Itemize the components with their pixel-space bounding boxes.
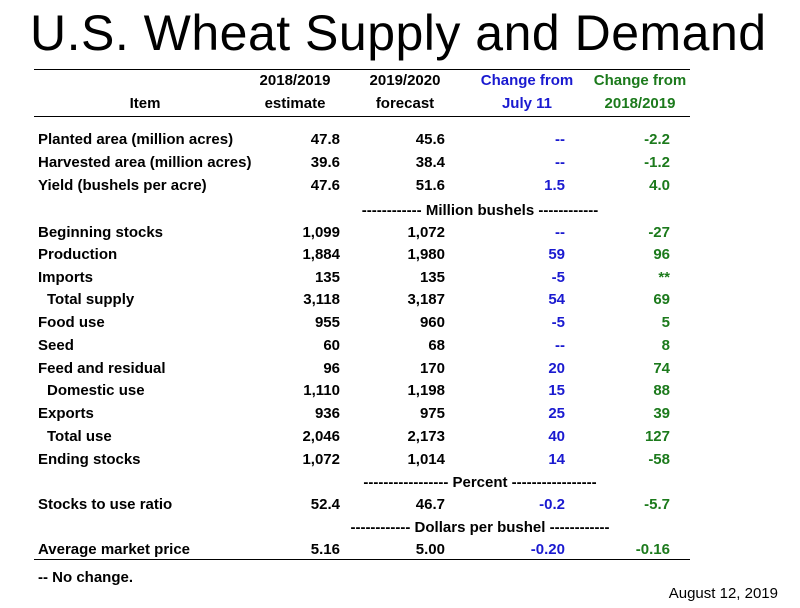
cell-2019-2020: 5.00 <box>415 541 445 558</box>
row-label: Total supply <box>47 291 135 308</box>
row-label: Food use <box>38 314 105 331</box>
cell-change-july: -0.20 <box>530 541 565 558</box>
cell-change-2018: -58 <box>648 451 670 468</box>
cell-2018-2019: 1,884 <box>302 246 340 263</box>
unit-percent: ----------------- Percent --------------… <box>363 474 597 491</box>
cell-2018-2019: 2,046 <box>302 428 340 445</box>
row-label: Feed and residual <box>38 360 166 377</box>
row-label: Imports <box>38 269 94 286</box>
cell-2019-2020: 135 <box>419 269 445 286</box>
cell-change-2018: 96 <box>653 246 670 263</box>
cell-2018-2019: 1,110 <box>303 382 340 399</box>
unit-dollars: ------------ Dollars per bushel --------… <box>350 519 610 536</box>
header-top-rule <box>34 69 690 70</box>
cell-2019-2020: 46.7 <box>415 496 445 513</box>
cell-change-2018: 39 <box>653 405 670 422</box>
row-label: Exports <box>38 405 94 422</box>
date-label: August 12, 2019 <box>668 585 778 602</box>
row-label: Average market price <box>38 541 191 558</box>
table-bottom-rule <box>34 559 690 560</box>
cell-change-july: 1.5 <box>544 177 565 194</box>
cell-2019-2020: 1,198 <box>407 382 445 399</box>
cell-change-july: -- <box>555 131 565 148</box>
cell-change-2018: 88 <box>653 382 670 399</box>
cell-change-july: 20 <box>548 360 565 377</box>
row-label: Domestic use <box>47 382 145 399</box>
cell-2019-2020: 1,072 <box>407 224 445 241</box>
cell-2018-2019: 60 <box>323 337 340 354</box>
col4-header-bottom: 2018/2019 <box>604 95 676 112</box>
cell-change-july: -0.2 <box>539 496 565 513</box>
cell-change-july: -- <box>555 224 565 241</box>
cell-change-2018: -2.2 <box>644 131 670 148</box>
col4-header-top: Change from <box>593 72 687 89</box>
col2-header-bottom: forecast <box>375 95 435 112</box>
cell-2018-2019: 39.6 <box>310 154 340 171</box>
cell-2019-2020: 1,980 <box>407 246 445 263</box>
cell-2019-2020: 68 <box>428 337 445 354</box>
cell-2019-2020: 51.6 <box>415 177 445 194</box>
cell-change-2018: -0.16 <box>635 541 670 558</box>
page-title: U.S. Wheat Supply and Demand <box>30 5 767 61</box>
cell-change-2018: -1.2 <box>644 154 670 171</box>
row-label: Ending stocks <box>38 451 141 468</box>
col2-header-top: 2019/2020 <box>369 72 441 89</box>
cell-change-july: -5 <box>551 269 565 286</box>
cell-2018-2019: 135 <box>314 269 340 286</box>
row-label: Stocks to use ratio <box>38 496 173 513</box>
cell-change-july: 40 <box>548 428 565 445</box>
cell-2018-2019: 3,118 <box>303 291 340 308</box>
cell-2019-2020: 3,187 <box>407 291 445 308</box>
cell-2018-2019: 936 <box>314 405 340 422</box>
cell-2018-2019: 955 <box>314 314 340 331</box>
cell-change-july: -- <box>555 154 565 171</box>
row-label: Beginning stocks <box>38 224 164 241</box>
row-label: Production <box>38 246 118 263</box>
col3-header-bottom: July 11 <box>501 95 553 112</box>
cell-2018-2019: 47.8 <box>310 131 340 148</box>
row-label: Yield (bushels per acre) <box>38 177 207 194</box>
cell-change-july: 59 <box>548 246 565 263</box>
cell-change-2018: 127 <box>644 428 670 445</box>
col1-header-top: 2018/2019 <box>259 72 331 89</box>
cell-change-2018: ** <box>658 269 670 286</box>
cell-2019-2020: 960 <box>419 314 445 331</box>
cell-change-2018: -5.7 <box>644 496 670 513</box>
cell-2019-2020: 2,173 <box>407 428 445 445</box>
cell-2018-2019: 1,099 <box>302 224 340 241</box>
cell-change-2018: 69 <box>653 291 670 308</box>
cell-change-2018: 5 <box>661 314 670 331</box>
cell-change-july: 15 <box>548 382 565 399</box>
cell-change-july: 14 <box>548 451 565 468</box>
cell-2018-2019: 1,072 <box>302 451 340 468</box>
cell-change-2018: 8 <box>661 337 670 354</box>
row-label: Total use <box>47 428 112 445</box>
cell-2019-2020: 45.6 <box>415 131 445 148</box>
col3-header-top: Change from <box>480 72 574 89</box>
cell-change-2018: 4.0 <box>649 177 670 194</box>
cell-2018-2019: 5.16 <box>310 541 340 558</box>
header-bottom-rule <box>34 116 690 117</box>
row-label: Harvested area (million acres) <box>38 154 252 171</box>
cell-2019-2020: 38.4 <box>415 154 445 171</box>
cell-change-2018: -27 <box>648 224 670 241</box>
unit-million-bushels: ------------ Million bushels -----------… <box>361 202 599 219</box>
cell-change-july: 25 <box>548 405 565 422</box>
cell-change-2018: 74 <box>653 360 670 377</box>
cell-2019-2020: 1,014 <box>407 451 445 468</box>
cell-2019-2020: 975 <box>419 405 445 422</box>
row-label: Planted area (million acres) <box>38 131 234 148</box>
footnote: -- No change. <box>38 569 134 586</box>
cell-2018-2019: 52.4 <box>310 496 340 513</box>
cell-change-july: 54 <box>548 291 565 308</box>
cell-2018-2019: 47.6 <box>310 177 340 194</box>
cell-change-july: -5 <box>551 314 565 331</box>
item-header: Item <box>129 95 161 112</box>
cell-2018-2019: 96 <box>323 360 340 377</box>
cell-change-july: -- <box>555 337 565 354</box>
col1-header-bottom: estimate <box>264 95 326 112</box>
cell-2019-2020: 170 <box>419 360 445 377</box>
row-label: Seed <box>38 337 74 354</box>
